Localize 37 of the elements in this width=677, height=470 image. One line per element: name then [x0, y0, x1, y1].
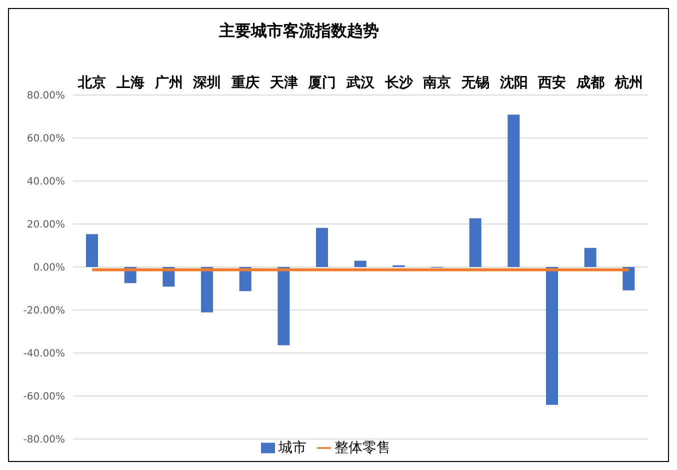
x-tick-label: 广州 — [154, 74, 183, 91]
legend-label: 城市 — [278, 440, 306, 456]
x-tick-label: 成都 — [576, 75, 604, 91]
y-tick-label: 80.00% — [26, 90, 65, 102]
y-tick-label: 20.00% — [26, 220, 65, 231]
x-tick-label: 天津 — [268, 75, 298, 91]
bar — [201, 267, 213, 312]
legend-label: 整体零售 — [334, 440, 390, 456]
x-tick-label: 深圳 — [192, 75, 222, 91]
y-tick-label: -80.00% — [23, 434, 65, 446]
y-tick-label: 0.00% — [33, 262, 65, 274]
x-tick-label: 杭州 — [614, 74, 643, 91]
x-tick-label: 无锡 — [460, 75, 490, 91]
x-tick-label: 沈阳 — [498, 75, 528, 91]
y-tick-label: -20.00% — [23, 306, 65, 317]
x-tick-label: 南京 — [422, 74, 452, 91]
bar — [86, 234, 98, 267]
bar — [316, 228, 328, 267]
x-tick-label: 西安 — [537, 74, 566, 91]
bar — [546, 267, 558, 405]
x-tick-label: 北京 — [77, 74, 106, 91]
y-tick-label: -60.00% — [23, 392, 65, 403]
bar — [508, 114, 520, 267]
y-tick-label: 40.00% — [26, 176, 65, 188]
x-tick-label: 武汉 — [346, 75, 376, 91]
x-tick-label: 厦门 — [307, 74, 336, 91]
bar — [354, 260, 366, 267]
x-tick-label: 重庆 — [230, 74, 260, 91]
chart-title: 主要城市客流指数趋势 — [218, 21, 380, 42]
x-tick-label: 上海 — [116, 75, 144, 91]
bar — [622, 267, 635, 290]
bar — [278, 267, 290, 346]
x-tick-label: 长沙 — [384, 75, 414, 91]
bar — [584, 248, 596, 267]
bar — [469, 218, 482, 267]
y-tick-label: -40.00% — [23, 348, 65, 360]
y-tick-label: 60.00% — [26, 134, 65, 145]
